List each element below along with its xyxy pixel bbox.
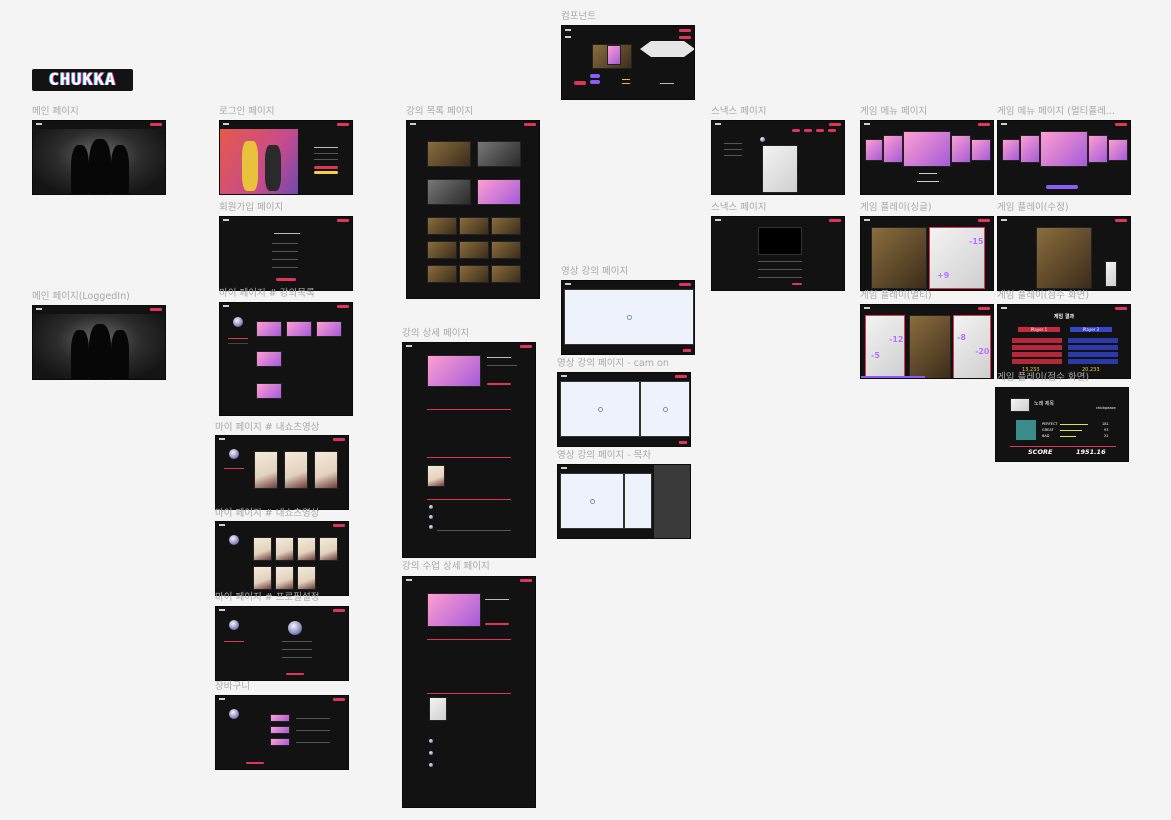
frame-my-shorts-1[interactable]	[215, 435, 349, 510]
score-title: 게임 결과	[1053, 314, 1075, 320]
frame-label-my-shorts-2: 마이 페이지 # 내쇼츠영상	[215, 508, 320, 519]
bad-value: 22	[1104, 434, 1109, 438]
frame-label-snacks: 스낵스 페이지	[711, 106, 767, 117]
frame-label-my-profile: 마이 페이지 # 프로필설정	[215, 592, 320, 603]
frame-signup[interactable]	[219, 216, 353, 291]
frame-label-game-score: 게임 플레이(점수 화면)	[997, 290, 1090, 301]
frame-game-menu-multi[interactable]	[997, 120, 1131, 195]
score-popup: +9	[937, 271, 950, 280]
frame-label-video-cam: 영상 강의 페이지 - cam on	[557, 358, 669, 369]
frame-label-main: 메인 페이지	[32, 106, 79, 117]
perfect-label: PERFECT	[1042, 422, 1058, 426]
score-label: SCORE	[1028, 448, 1053, 456]
score-left: 13,233	[1022, 367, 1040, 373]
frame-login[interactable]	[219, 120, 353, 195]
frame-label-game-edit: 게임 플레이(수정)	[997, 202, 1069, 213]
chukka-logo: CHUKKA	[32, 69, 133, 91]
frame-game-result[interactable]: 노래 제목 chickpeace PERFECT GREAT BAD 181 9…	[995, 387, 1129, 462]
frame-label-game-menu: 게임 메뉴 페이지	[860, 106, 928, 117]
frame-snacks[interactable]	[711, 120, 845, 195]
frame-label-video-toc: 영상 강의 페이지 - 목차	[557, 450, 652, 461]
frame-label-course-detail: 강의 상세 페이지	[402, 328, 470, 339]
frame-label-video: 영상 강의 페이지	[561, 266, 629, 277]
frame-component[interactable]	[561, 25, 695, 100]
frame-game-single[interactable]: -15 +9	[860, 216, 994, 291]
frame-video-cam[interactable]	[557, 372, 691, 447]
frame-label-main-loggedin: 메인 페이지(LoggedIn)	[32, 291, 130, 302]
frame-main-page[interactable]	[32, 120, 166, 195]
frame-label-game-menu-multi: 게임 메뉴 페이지 (멀티플레...	[997, 106, 1115, 117]
score-popup: -15	[969, 237, 984, 246]
frame-course-list[interactable]	[406, 120, 540, 299]
great-value: 93	[1104, 428, 1109, 432]
frame-my-courses[interactable]	[219, 302, 353, 416]
frame-game-score[interactable]: 게임 결과 Player 1 Player 2 13,233 20,233	[997, 304, 1131, 379]
frame-main-loggedin[interactable]	[32, 305, 166, 380]
frame-label-game-single: 게임 플레이(싱글)	[860, 202, 932, 213]
perfect-value: 181	[1102, 422, 1109, 426]
frame-label-signup: 회원가입 페이지	[219, 202, 284, 213]
frame-my-shorts-2[interactable]	[215, 521, 349, 596]
score-popup: -8	[957, 333, 966, 342]
score-popup: -12	[889, 335, 904, 344]
great-label: GREAT	[1042, 428, 1054, 432]
frame-label-cart: 장바구니	[215, 681, 250, 692]
bad-label: BAD	[1042, 434, 1050, 438]
player2: Player 2	[1070, 327, 1112, 332]
frame-video-lesson[interactable]	[561, 280, 695, 355]
frame-label-my-shorts-1: 마이 페이지 # 내쇼츠영상	[215, 422, 320, 433]
frame-label-my-courses: 마이 페이지 # 강의목록	[219, 288, 315, 299]
song-title: 노래 제목	[1034, 401, 1054, 407]
frame-label-game-result: 게임 플레이(점수 화면)	[997, 372, 1090, 383]
frame-cart[interactable]	[215, 695, 349, 770]
frame-label-course-list: 강의 목록 페이지	[406, 106, 474, 117]
frame-label-login: 로그인 페이지	[219, 106, 275, 117]
frame-game-menu[interactable]	[860, 120, 994, 195]
frame-label-game-multi: 게임 플레이(멀티)	[860, 290, 932, 301]
score-popup: -20	[975, 347, 990, 356]
frame-label-snacks-2: 스낵스 페이지	[711, 202, 767, 213]
frame-video-toc[interactable]	[557, 464, 691, 539]
score-popup: -5	[871, 351, 880, 360]
player1: Player 1	[1018, 327, 1060, 332]
frame-snacks-2[interactable]	[711, 216, 845, 291]
frame-game-multi[interactable]: -12 -5 -8 -20	[860, 304, 994, 379]
frame-class-detail[interactable]	[402, 576, 536, 808]
score-right: 20,233	[1082, 367, 1100, 373]
frame-game-edit[interactable]	[997, 216, 1131, 291]
score-value: 1951.16	[1076, 448, 1106, 456]
frame-label-component: 컴포넌트	[561, 11, 596, 22]
artist-name: chickpeace	[1096, 406, 1116, 410]
frame-course-detail[interactable]	[402, 342, 536, 558]
frame-my-profile[interactable]	[215, 606, 349, 681]
frame-label-class-detail: 강의 수업 상세 페이지	[402, 561, 490, 572]
